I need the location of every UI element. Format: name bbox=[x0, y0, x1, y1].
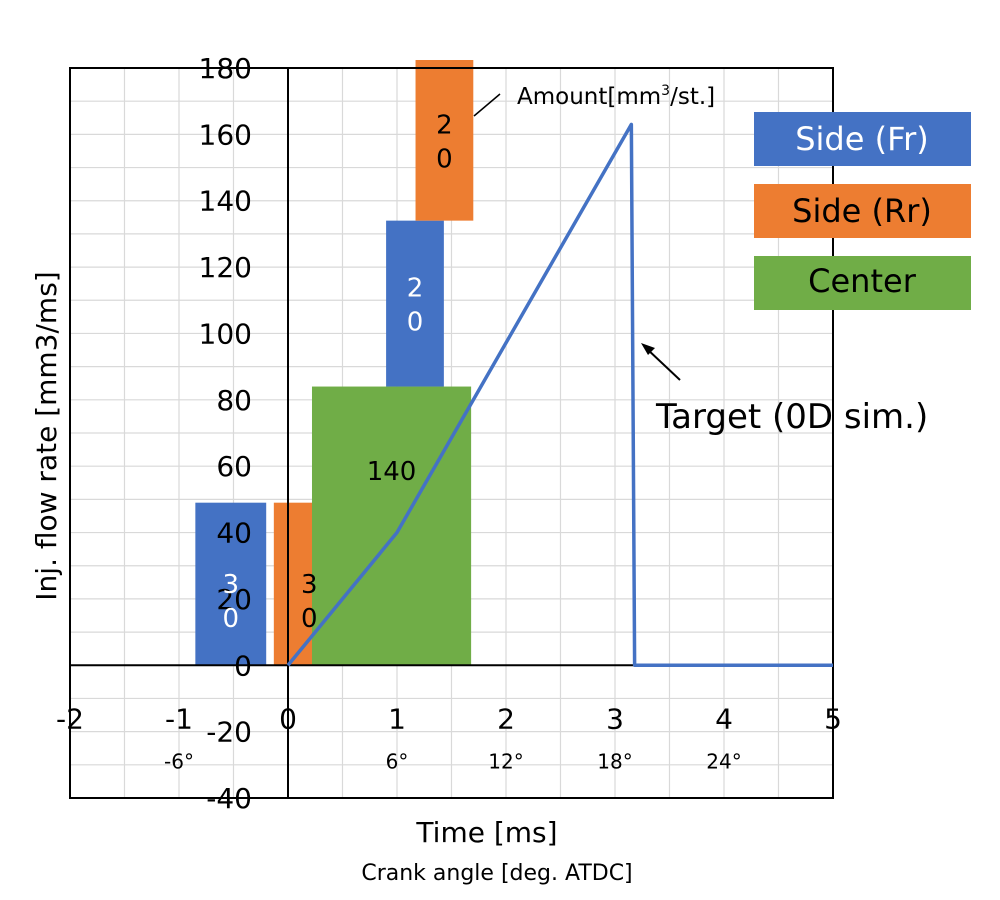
x-tick-label: 1 bbox=[388, 702, 406, 735]
crank-angle-label: 12° bbox=[488, 749, 523, 773]
y-axis-title: Inj. flow rate [mm3/ms] bbox=[30, 271, 63, 600]
bar-side-fr-0 bbox=[195, 502, 267, 666]
y-tick-label: -20 bbox=[206, 716, 252, 749]
bar-value-label: 3 bbox=[301, 570, 318, 600]
bar-center-2 bbox=[311, 386, 472, 666]
legend: Side (Fr) Side (Rr) Center bbox=[754, 112, 971, 310]
bar-value-label: 0 bbox=[301, 604, 318, 634]
legend-label-center: Center bbox=[808, 262, 917, 300]
target-annotation: Target (0D sim.) bbox=[641, 343, 928, 437]
bar-value-label: 2 bbox=[407, 274, 424, 304]
crank-angle-label: 6° bbox=[386, 749, 409, 773]
bar-value-label: 0 bbox=[436, 144, 453, 174]
y-tick-label: 100 bbox=[199, 317, 252, 350]
legend-label-side-rr: Side (Rr) bbox=[792, 192, 932, 230]
x-axis-title: Time [ms] bbox=[415, 816, 557, 849]
crank-angle-label: -6° bbox=[164, 749, 194, 773]
amount-prefix: Amount[mm bbox=[517, 84, 661, 110]
amount-leader-line bbox=[473, 93, 501, 117]
x-tick-label: 4 bbox=[715, 702, 733, 735]
amount-annotation: Amount[mm3/st.] bbox=[473, 83, 715, 117]
legend-swatch-side-rr bbox=[754, 184, 971, 238]
y-tick-label: 180 bbox=[199, 52, 252, 85]
target-annotation-text: Target (0D sim.) bbox=[655, 397, 928, 437]
y-tick-label: 0 bbox=[234, 649, 252, 682]
x-tick-label: -1 bbox=[165, 702, 193, 735]
y-tick-label: 120 bbox=[199, 251, 252, 284]
x-tick-label: -2 bbox=[56, 702, 84, 735]
bar-value-label: 0 bbox=[407, 308, 424, 338]
y-tick-label: 140 bbox=[199, 185, 252, 218]
plot-frame bbox=[69, 67, 834, 799]
legend-label-side-fr: Side (Fr) bbox=[795, 120, 929, 158]
crank-angle-label: 18° bbox=[597, 749, 632, 773]
y-tick-label: 160 bbox=[199, 118, 252, 151]
legend-swatch-center bbox=[754, 256, 971, 310]
bar-value-label: 3 bbox=[223, 570, 240, 600]
y-tick-label: 20 bbox=[216, 583, 252, 616]
target-series-line bbox=[286, 122, 833, 668]
bars bbox=[195, 60, 474, 666]
x-tick-label: 5 bbox=[824, 702, 842, 735]
crank-angle-label: 24° bbox=[706, 749, 741, 773]
bar-value-label: 2 bbox=[436, 110, 453, 140]
x-tick-label: 2 bbox=[497, 702, 515, 735]
target-arrow-line bbox=[645, 347, 681, 381]
y-tick-label: -40 bbox=[206, 782, 252, 815]
x-tick-label: 0 bbox=[279, 702, 297, 735]
amount-sup: 3 bbox=[661, 83, 670, 99]
bar-side-rr-4 bbox=[415, 60, 474, 221]
legend-swatch-side-fr bbox=[754, 112, 971, 166]
amount-suffix: /st.] bbox=[670, 84, 715, 110]
target-arrow-head bbox=[641, 343, 655, 355]
target-line bbox=[286, 122, 833, 668]
crank-angle-title: Crank angle [deg. ATDC] bbox=[361, 861, 632, 886]
y-tick-label: 40 bbox=[216, 517, 252, 550]
bar-value-label: 140 bbox=[367, 457, 417, 487]
y-tick-label: 60 bbox=[216, 450, 252, 483]
amount-annotation-text: Amount[mm3/st.] bbox=[517, 83, 715, 110]
bar-side-fr-3 bbox=[386, 220, 444, 387]
y-tick-label: 80 bbox=[216, 384, 252, 417]
x-tick-label: 3 bbox=[606, 702, 624, 735]
bar-value-label: 0 bbox=[223, 604, 240, 634]
